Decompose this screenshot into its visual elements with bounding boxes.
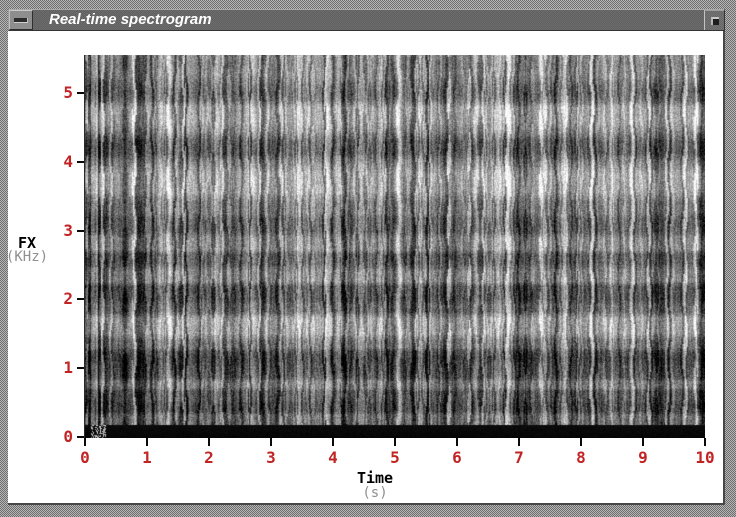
x-axis-tick-label: 5 (390, 448, 400, 467)
x-axis-tick-label: 2 (204, 448, 214, 467)
y-axis-tick (77, 92, 84, 94)
maximize-button[interactable] (704, 10, 724, 30)
y-axis-tick-label: 4 (63, 152, 73, 171)
x-axis-tick-label: 0 (80, 448, 90, 467)
x-axis-label: Time (356, 469, 394, 487)
y-axis-label: FX (17, 234, 37, 252)
x-axis-tick (332, 438, 334, 446)
x-axis-tick-label: 1 (142, 448, 152, 467)
x-axis-tick (456, 438, 458, 446)
titlebar[interactable]: Real-time spectrogram (8, 9, 725, 31)
x-axis-tick (704, 438, 706, 446)
y-axis-tick-label: 3 (63, 221, 73, 240)
window-content: FX (KHz) Time (s) 0 1 2 3 4 5 0 1 2 3 4 5 6 7 8 9 10 (6, 31, 725, 505)
x-axis-tick-label: 3 (266, 448, 276, 467)
y-axis-tick-label: 0 (63, 427, 73, 446)
y-axis-tick-label: 5 (63, 83, 73, 102)
y-axis-tick (77, 298, 84, 300)
window-title: Real-time spectrogram (49, 11, 212, 28)
x-axis-unit-label: (s) (362, 485, 388, 501)
x-axis-tick (84, 438, 86, 446)
x-axis-tick (146, 438, 148, 446)
x-axis-tick-label: 10 (695, 448, 715, 467)
y-axis-tick-label: 1 (63, 358, 73, 377)
x-axis-tick (394, 438, 396, 446)
x-axis-tick-label: 8 (576, 448, 586, 467)
y-axis-tick (77, 230, 84, 232)
x-axis-tick (642, 438, 644, 446)
y-axis-tick (77, 161, 84, 163)
x-axis-tick-label: 9 (638, 448, 648, 467)
spectrogram-canvas (85, 55, 705, 438)
y-axis-tick (77, 367, 84, 369)
x-axis-tick (518, 438, 520, 446)
maximize-icon (711, 17, 719, 25)
x-axis-tick-label: 6 (452, 448, 462, 467)
x-axis-tick-label: 4 (328, 448, 338, 467)
x-axis-tick-label: 7 (514, 448, 524, 467)
window-menu-icon (14, 18, 28, 23)
x-axis-tick (580, 438, 582, 446)
y-axis-tick (77, 436, 84, 438)
window-menu-button[interactable] (9, 10, 33, 30)
y-axis-tick-label: 2 (63, 289, 73, 308)
y-axis-unit-label: (KHz) (5, 249, 49, 265)
x-axis-tick (270, 438, 272, 446)
x-axis-tick (208, 438, 210, 446)
y-axis-line (84, 55, 85, 438)
